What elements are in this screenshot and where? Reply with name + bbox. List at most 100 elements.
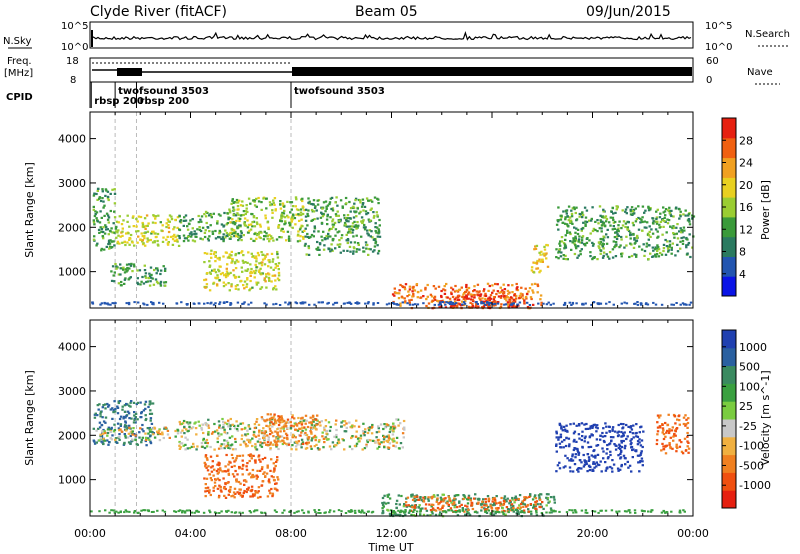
data-cell: [273, 487, 277, 490]
data-cell: [672, 303, 675, 306]
data-cell: [301, 230, 304, 233]
data-cell: [615, 235, 619, 238]
data-cell: [222, 443, 226, 446]
data-cell: [169, 235, 173, 238]
data-cell: [409, 509, 412, 512]
data-cell: [659, 414, 662, 417]
data-cell: [487, 289, 490, 292]
data-cell: [679, 227, 682, 230]
data-cell: [574, 235, 577, 238]
data-cell: [237, 480, 241, 484]
data-cell: [243, 483, 246, 486]
data-cell: [244, 210, 248, 213]
data-cell: [214, 237, 218, 240]
data-cell: [597, 303, 600, 306]
data-cell: [107, 240, 111, 244]
data-cell: [364, 226, 367, 229]
data-cell: [680, 236, 683, 240]
data-cell: [200, 442, 204, 445]
data-cell: [657, 416, 661, 419]
data-cell: [601, 447, 604, 450]
data-cell: [217, 420, 221, 423]
data-cell: [634, 449, 637, 452]
data-cell: [221, 271, 224, 275]
data-cell: [371, 425, 374, 429]
data-cell: [387, 493, 391, 496]
data-cell: [216, 276, 220, 279]
data-cell: [392, 444, 395, 447]
data-cell: [100, 440, 103, 443]
data-cell: [454, 503, 457, 506]
colorbar-swatch: [722, 197, 736, 218]
data-cell: [510, 503, 514, 506]
data-cell: [556, 464, 560, 467]
data-cell: [301, 225, 304, 228]
data-cell: [591, 258, 594, 261]
data-cell: [208, 264, 212, 267]
data-cell: [151, 230, 154, 233]
data-cell: [234, 287, 238, 290]
data-cell: [125, 263, 129, 266]
data-cell: [117, 234, 120, 237]
data-cell: [229, 488, 232, 491]
data-cell: [633, 242, 636, 245]
data-cell: [273, 479, 276, 482]
data-cell: [263, 511, 267, 514]
colorbar-swatch: [722, 419, 736, 438]
data-cell: [340, 421, 343, 424]
data-cell: [246, 444, 249, 447]
data-cell: [258, 438, 261, 441]
data-cell: [286, 200, 289, 203]
data-cell: [599, 240, 602, 243]
data-cell: [160, 269, 163, 272]
data-cell: [262, 253, 265, 256]
data-cell: [486, 495, 490, 498]
data-cell: [676, 418, 679, 421]
data-cell: [238, 491, 242, 494]
data-cell: [277, 423, 281, 427]
data-cell: [259, 272, 262, 275]
data-cell: [239, 443, 242, 446]
data-cell: [592, 461, 595, 464]
data-cell: [185, 428, 188, 431]
data-cell: [247, 231, 250, 234]
data-cell: [140, 280, 143, 283]
data-cell: [606, 236, 610, 239]
data-cell: [580, 422, 584, 425]
data-cell: [506, 497, 509, 500]
data-cell: [261, 458, 264, 461]
data-cell: [671, 426, 674, 429]
data-cell: [285, 442, 288, 445]
data-cell: [676, 237, 680, 240]
data-cell: [542, 302, 545, 305]
data-cell: [461, 509, 464, 512]
data-cell: [379, 423, 383, 426]
data-cell: [681, 302, 685, 305]
data-cell: [113, 302, 116, 305]
data-cell: [176, 234, 179, 237]
data-cell: [108, 511, 111, 514]
data-cell: [215, 283, 219, 286]
data-cell: [588, 219, 591, 222]
data-cell: [111, 265, 115, 268]
data-cell: [449, 305, 453, 308]
data-cell: [225, 223, 228, 226]
data-cell: [228, 237, 231, 240]
data-cell: [232, 201, 235, 204]
data-cell: [632, 424, 635, 427]
data-cell: [371, 250, 375, 253]
data-cell: [129, 401, 132, 404]
data-cell: [221, 236, 224, 239]
data-cell: [138, 269, 142, 272]
data-cell: [593, 423, 596, 426]
data-cell: [294, 428, 298, 431]
data-cell: [166, 242, 170, 245]
data-cell: [343, 424, 346, 427]
data-cell: [345, 218, 348, 221]
data-cell: [486, 282, 490, 285]
data-cell: [260, 484, 263, 487]
data-cell: [181, 511, 184, 514]
data-cell: [225, 422, 229, 426]
data-cell: [199, 237, 202, 240]
data-cell: [323, 511, 326, 514]
